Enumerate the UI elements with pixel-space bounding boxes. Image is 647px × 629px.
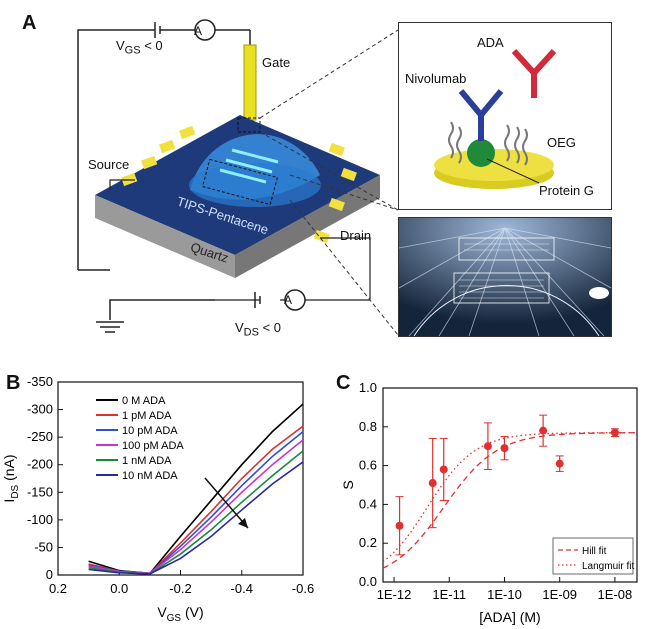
y-tick-label: -350 (27, 374, 53, 389)
x-tick-label: -0.4 (231, 581, 253, 596)
y-tick-label: -250 (27, 429, 53, 444)
device-schematic (77, 19, 399, 336)
gate-label: Gate (262, 55, 291, 70)
y-tick-label: 1.0 (359, 380, 377, 395)
y-tick-label: -100 (27, 512, 53, 527)
legend-label-2: 10 pM ADA (122, 425, 178, 437)
y-tick-label: -200 (27, 457, 53, 472)
legend-label-5: 10 nM ADA (122, 470, 178, 482)
y-tick-label: 0.0 (359, 574, 377, 589)
x-tick-label: 1E-09 (542, 587, 577, 602)
series-line-2 (88, 431, 304, 575)
micrograph-inset (398, 217, 612, 337)
iv-chart: 0.2 0.0 -0.2 -0.4 -0.6 -350 -300 -250 -200 -150 -1… (1, 374, 314, 624)
panel-b-letter: B (6, 372, 21, 394)
drain-label: Drain (340, 228, 372, 243)
series-line-5 (88, 461, 304, 575)
legend-label-4: 1 nM ADA (122, 455, 172, 467)
x-tick-label: 0.2 (49, 581, 67, 596)
y-tick-label: 0 (46, 567, 53, 582)
data-point (500, 444, 509, 453)
data-point (610, 428, 619, 437)
y-axis-label: S (340, 480, 356, 489)
legend-label-0: Hill fit (582, 546, 607, 557)
y-tick-label: -50 (34, 539, 53, 554)
legend-box (552, 537, 634, 575)
panel-a-letter: A (22, 12, 37, 34)
y-tick-label: -300 (27, 402, 53, 417)
legend-label-3: 100 pM ADA (122, 440, 184, 452)
y-tick-label: 0.4 (359, 496, 377, 511)
legend-label-1: Langmuir fit (582, 561, 634, 572)
data-point (395, 521, 404, 530)
x-tick-label: 1E-10 (487, 587, 522, 602)
antibody-illustration (434, 48, 557, 189)
series-line-4 (88, 450, 304, 575)
data-point (539, 426, 548, 435)
micrograph-image (399, 218, 611, 336)
data-point (428, 479, 437, 488)
trend-arrow (204, 477, 249, 529)
vgs-label: VGS < 0 (116, 38, 163, 57)
data-point (439, 465, 448, 474)
x-tick-label: -0.2 (169, 581, 191, 596)
vds-label: VDS < 0 (235, 320, 281, 339)
antibody-inset: ADA Nivolumab OEG Protein G (398, 22, 612, 210)
y-tick-label: 0.6 (359, 458, 377, 473)
plot-frame (382, 387, 638, 583)
nivolumab-label: Nivolumab (405, 71, 467, 86)
x-axis-label: [ADA] (M) (479, 609, 540, 625)
data-point (483, 442, 492, 451)
panel-c-letter: C (336, 372, 351, 394)
x-tick-label: 1E-12 (377, 587, 412, 602)
sensitivity-chart: 1E-12 1E-11 1E-10 1E-09 1E-08 0.0 0.2 0.4 0.6 0.8… (340, 380, 638, 625)
y-axis-label: IDS (nA) (1, 454, 21, 502)
oeg-label: OEG (547, 135, 576, 150)
y-tick-label: -150 (27, 484, 53, 499)
legend-label-1: 1 pM ADA (122, 410, 172, 422)
x-tick-label: 0.0 (110, 581, 128, 596)
legend-label-0: 0 M ADA (122, 395, 166, 407)
data-point (555, 459, 564, 468)
source-label: Source (88, 157, 130, 172)
hill-fit-curve (382, 432, 638, 569)
ada-label: ADA (477, 35, 504, 50)
x-tick-label: 1E-11 (432, 587, 466, 602)
y-tick-label: 0.2 (359, 535, 377, 550)
series-line-3 (88, 439, 304, 575)
y-tick-label: 0.8 (359, 419, 377, 434)
x-tick-label: -0.6 (292, 581, 314, 596)
series-line-1 (88, 425, 304, 575)
ammeter-drain-label: A (284, 293, 293, 307)
x-axis-label: VGS (V) (157, 604, 203, 624)
x-tick-label: 1E-08 (598, 587, 633, 602)
ammeter-gate-label: A (194, 24, 203, 38)
trend-arrow-head (238, 518, 248, 528)
protein-g-label: Protein G (539, 183, 594, 198)
